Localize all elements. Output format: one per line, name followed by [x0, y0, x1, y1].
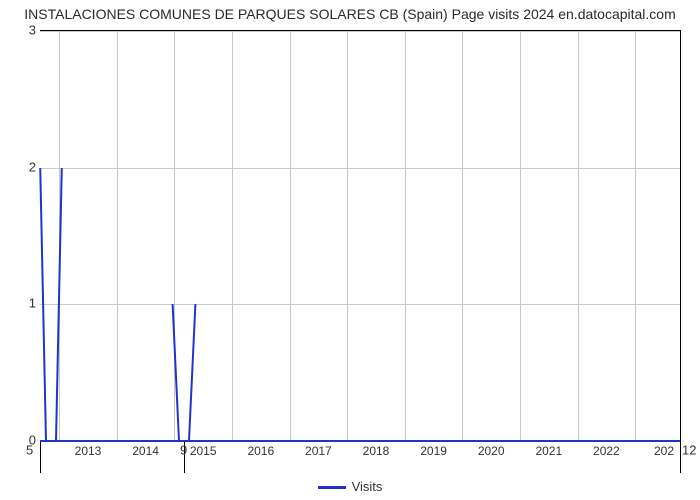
secondary-tick — [40, 441, 41, 473]
series-spike — [188, 304, 196, 441]
legend-label: Visits — [352, 479, 383, 494]
xtick-label: 202 — [654, 444, 674, 458]
vgrid-line — [232, 31, 233, 441]
ytick-label: 2 — [20, 159, 36, 174]
ytick-label: 3 — [20, 23, 36, 38]
vgrid-line — [462, 31, 463, 441]
xtick-label: 2022 — [593, 444, 620, 458]
legend: Visits — [0, 479, 700, 494]
plot-area — [40, 30, 681, 441]
xtick-label: 2019 — [420, 444, 447, 458]
xtick-label: 2017 — [305, 444, 332, 458]
secondary-tick — [680, 441, 681, 473]
xtick-label: 2015 — [190, 444, 217, 458]
secondary-label: 9 — [180, 443, 187, 458]
xtick-label: 2013 — [75, 444, 102, 458]
vgrid-line — [578, 31, 579, 441]
vgrid-line — [347, 31, 348, 441]
vgrid-line — [405, 31, 406, 441]
hgrid-line — [40, 168, 680, 169]
secondary-label: 5 — [26, 443, 33, 458]
series-spike — [171, 304, 179, 441]
series-baseline — [40, 440, 680, 442]
hgrid-line — [40, 304, 680, 305]
xtick-label: 2021 — [535, 444, 562, 458]
vgrid-line — [520, 31, 521, 441]
chart-title: INSTALACIONES COMUNES DE PARQUES SOLARES… — [0, 6, 700, 22]
secondary-label: 12 — [682, 443, 696, 458]
vgrid-line — [635, 31, 636, 441]
chart-container: INSTALACIONES COMUNES DE PARQUES SOLARES… — [0, 0, 700, 500]
xtick-label: 2016 — [247, 444, 274, 458]
xtick-label: 2020 — [478, 444, 505, 458]
hgrid-line — [40, 31, 680, 32]
xtick-label: 2014 — [132, 444, 159, 458]
vgrid-line — [117, 31, 118, 441]
xtick-label: 2018 — [363, 444, 390, 458]
vgrid-line — [290, 31, 291, 441]
ytick-label: 1 — [20, 296, 36, 311]
legend-swatch — [318, 486, 346, 489]
